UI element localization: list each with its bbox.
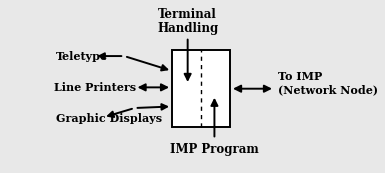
Text: IMP Program: IMP Program (170, 143, 259, 156)
Text: Line Printers: Line Printers (54, 82, 136, 93)
Text: To IMP
(Network Node): To IMP (Network Node) (278, 71, 378, 95)
Text: Teletype: Teletype (55, 51, 108, 62)
Text: Graphic Displays: Graphic Displays (55, 113, 162, 124)
Text: Terminal
Handling: Terminal Handling (157, 8, 218, 35)
Bar (172, 50, 230, 127)
